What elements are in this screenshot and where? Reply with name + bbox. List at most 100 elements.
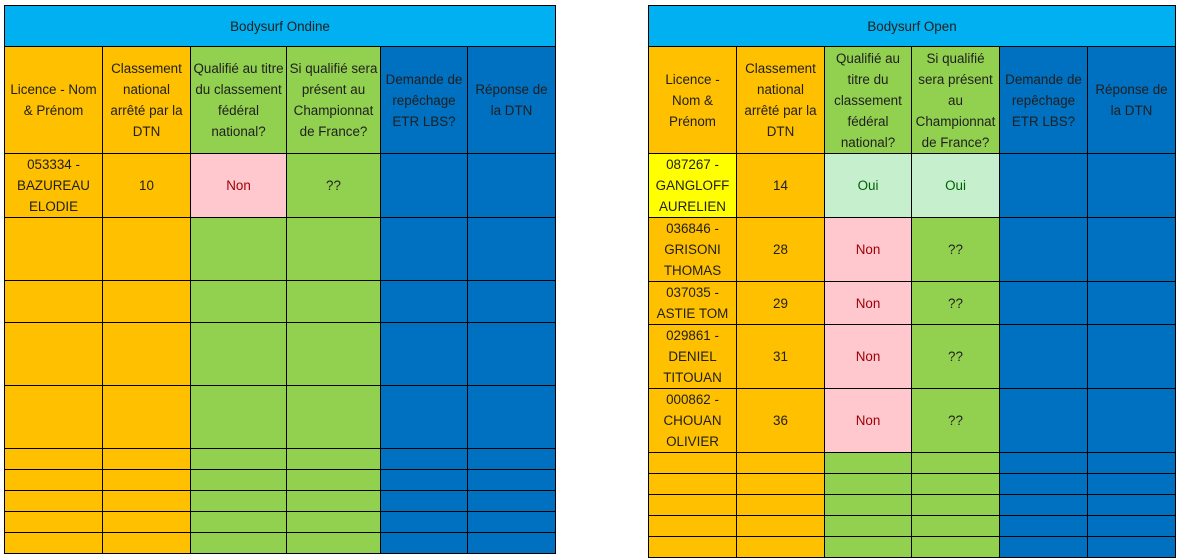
table-row: [648, 536, 1176, 558]
ondine-cell-qualifie: [190, 217, 287, 281]
open-header-licence: Licence - Nom & Prénom: [648, 46, 737, 154]
open-cell-qualifie: Non: [824, 388, 912, 453]
open-cell-demande: [999, 536, 1088, 558]
ondine-cell-demande: [380, 490, 468, 512]
ondine-cell-present: [286, 469, 381, 491]
ondine-cell-classement: [102, 280, 191, 323]
ondine-cell-licence: [4, 511, 103, 533]
open-cell-reponse: [1087, 324, 1176, 389]
table-row: [4, 532, 556, 554]
ondine-cell-qualifie: [190, 280, 287, 323]
table-row: [648, 473, 1176, 495]
open-cell-reponse: [1087, 452, 1176, 474]
open-cell-licence: [648, 452, 737, 474]
ondine-cell-classement: [102, 511, 191, 533]
ondine-cell-reponse: [467, 280, 556, 323]
ondine-cell-demande: [380, 385, 468, 449]
open-cell-present: Oui: [911, 153, 1000, 218]
ondine-rows: 053334 - BAZUREAU ELODIE 10 Non??: [4, 153, 556, 554]
ondine-cell-classement: [102, 385, 191, 449]
ondine-cell-licence: 053334 - BAZUREAU ELODIE: [4, 153, 103, 218]
ondine-cell-demande: [380, 448, 468, 470]
ondine-cell-licence: [4, 217, 103, 281]
open-cell-present: ??: [911, 388, 1000, 453]
ondine-cell-reponse: [467, 490, 556, 512]
open-cell-reponse: [1087, 494, 1176, 516]
table-row: [4, 469, 556, 491]
open-cell-present: [911, 494, 1000, 516]
open-cell-classement: [736, 515, 825, 537]
table-row: [4, 280, 556, 323]
open-cell-licence: 036846 - GRISONI THOMAS: [648, 217, 737, 282]
open-cell-demande: [999, 217, 1088, 282]
ondine-cell-qualifie: [190, 448, 287, 470]
ondine-cell-qualifie: [190, 532, 287, 554]
ondine-cell-demande: [380, 217, 468, 281]
table-row: [4, 448, 556, 470]
ondine-cell-classement: [102, 469, 191, 491]
ondine-header-reponse: Réponse de la DTN: [467, 46, 556, 154]
ondine-cell-classement: [102, 490, 191, 512]
open-header-qualifie: Qualifié au titre du classement fédéral …: [824, 46, 912, 154]
ondine-table: Bodysurf Ondine Licence - Nom & Prénom C…: [4, 5, 556, 554]
open-rows: 087267 - GANGLOFF AURELIEN 14 Oui Oui 036846…: [648, 153, 1176, 558]
open-cell-classement: [736, 536, 825, 558]
open-cell-licence: [648, 536, 737, 558]
open-cell-classement: 28: [736, 217, 825, 282]
open-table: Bodysurf Open Licence - Nom & Prénom Cla…: [648, 5, 1176, 558]
ondine-cell-present: ??: [286, 153, 381, 218]
ondine-header-present: Si qualifié sera présent au Championnat …: [286, 46, 381, 154]
open-cell-qualifie: [824, 473, 912, 495]
open-cell-licence: 087267 - GANGLOFF AURELIEN: [648, 153, 737, 218]
ondine-cell-qualifie: [190, 490, 287, 512]
open-cell-classement: 36: [736, 388, 825, 453]
table-row: [4, 217, 556, 281]
ondine-cell-demande: [380, 280, 468, 323]
ondine-cell-classement: [102, 322, 191, 386]
open-cell-qualifie: [824, 494, 912, 516]
ondine-cell-demande: [380, 511, 468, 533]
open-cell-licence: 037035 - ASTIE TOM: [648, 281, 737, 325]
open-cell-present: ??: [911, 281, 1000, 325]
ondine-cell-reponse: [467, 153, 556, 218]
ondine-cell-qualifie: [190, 469, 287, 491]
open-cell-present: [911, 452, 1000, 474]
ondine-cell-licence: [4, 385, 103, 449]
ondine-cell-present: [286, 511, 381, 533]
open-cell-demande: [999, 494, 1088, 516]
ondine-cell-reponse: [467, 511, 556, 533]
open-cell-licence: [648, 494, 737, 516]
open-cell-reponse: [1087, 281, 1176, 325]
ondine-cell-reponse: [467, 385, 556, 449]
open-cell-qualifie: [824, 515, 912, 537]
ondine-cell-qualifie: [190, 322, 287, 386]
ondine-cell-reponse: [467, 217, 556, 281]
ondine-cell-licence: [4, 532, 103, 554]
open-cell-demande: [999, 452, 1088, 474]
open-cell-classement: 29: [736, 281, 825, 325]
ondine-cell-licence: [4, 469, 103, 491]
open-cell-classement: 31: [736, 324, 825, 389]
open-cell-qualifie: Non: [824, 217, 912, 282]
open-cell-reponse: [1087, 388, 1176, 453]
ondine-cell-reponse: [467, 448, 556, 470]
open-header-classement: Classement national arrêté par la DTN: [736, 46, 825, 154]
ondine-cell-licence: [4, 280, 103, 323]
ondine-cell-licence: [4, 322, 103, 386]
open-cell-licence: [648, 473, 737, 495]
ondine-header-licence: Licence - Nom & Prénom: [4, 46, 103, 154]
table-row: 087267 - GANGLOFF AURELIEN 14 Oui Oui: [648, 153, 1176, 218]
table-row: [4, 490, 556, 512]
open-cell-present: [911, 536, 1000, 558]
table-row: [648, 494, 1176, 516]
ondine-cell-demande: [380, 532, 468, 554]
open-cell-demande: [999, 473, 1088, 495]
open-cell-classement: 14: [736, 153, 825, 218]
open-cell-classement: [736, 452, 825, 474]
open-cell-classement: [736, 494, 825, 516]
ondine-cell-classement: [102, 217, 191, 281]
ondine-cell-present: [286, 532, 381, 554]
ondine-cell-present: [286, 322, 381, 386]
table-row: [4, 322, 556, 386]
open-cell-qualifie: Non: [824, 324, 912, 389]
